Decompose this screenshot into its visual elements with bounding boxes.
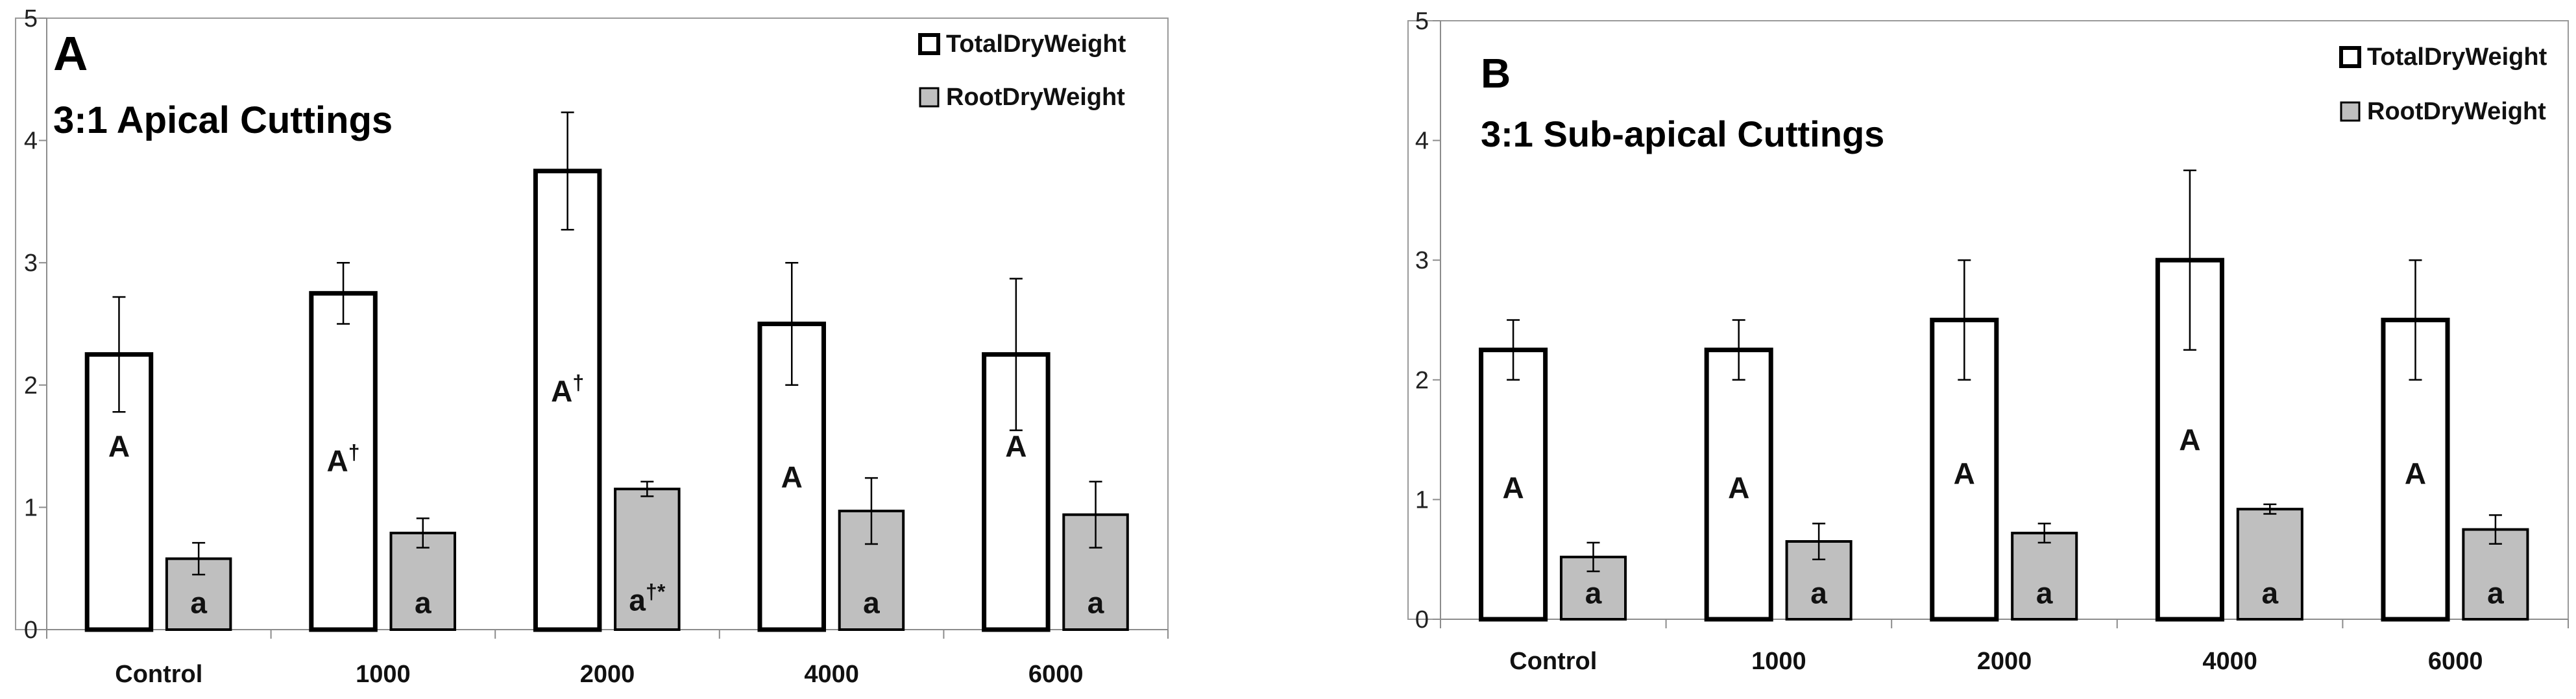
data-label: A†: [327, 441, 360, 478]
y-tick-label: 1: [24, 494, 38, 521]
data-label: a: [415, 586, 431, 620]
y-tick-label: 1: [1415, 486, 1429, 514]
panel-label: A: [53, 27, 88, 80]
data-label: a: [2487, 576, 2504, 610]
legend: TotalDryWeight RootDryWeight: [918, 30, 1126, 111]
x-tick-label: 4000: [2202, 648, 2257, 675]
data-label: a: [2036, 576, 2053, 610]
data-label: a: [190, 586, 207, 620]
bar: [1479, 348, 1548, 622]
data-label: A: [2179, 423, 2200, 456]
chart-panel-2: 0 1 2 3 4 5 Control 1000 2000 4000 6000 A A A A Aa a a a a B…: [1407, 8, 2569, 675]
data-label: A: [1502, 471, 1524, 504]
bar: [2011, 532, 2078, 621]
chart-title: 3:1 Apical Cuttings: [53, 99, 393, 141]
bar: [2236, 508, 2303, 621]
x-tick-label: 4000: [804, 661, 859, 688]
y-tick-label: 4: [1415, 128, 1429, 155]
y-tick-label: 2: [1415, 367, 1429, 394]
data-label: a: [1810, 576, 1827, 610]
data-label: A: [781, 460, 803, 493]
y-tick-label: 2: [24, 372, 38, 399]
legend-label: TotalDryWeight: [946, 30, 1126, 58]
data-label: A: [1005, 429, 1027, 463]
x-tick-label: 2000: [580, 661, 635, 688]
legend-label: RootDryWeight: [2367, 98, 2546, 125]
y-tick-label: 0: [1415, 606, 1429, 634]
x-tick-label: 1000: [356, 661, 411, 688]
x-tick-label: 1000: [1751, 648, 1806, 675]
legend-swatch: [918, 33, 940, 55]
x-tick-label: Control: [115, 661, 202, 688]
bar: [614, 488, 681, 631]
data-label: a: [863, 586, 880, 620]
series-TotalDryWeight: A A†A†AA: [84, 111, 1051, 632]
y-tick-label: 3: [24, 250, 38, 277]
x-tick-label: 6000: [1028, 661, 1084, 688]
series-TotalDryWeight: A A A A A: [1479, 169, 2450, 622]
y-tick-label: 5: [1415, 8, 1429, 35]
y-tick-label: 4: [24, 128, 38, 155]
data-label: A: [1954, 456, 1975, 490]
x-tick-label: 2000: [1977, 648, 2032, 675]
bar: [533, 169, 602, 632]
y-tick-label: 0: [24, 617, 38, 644]
data-label: A: [108, 429, 130, 463]
legend-label: RootDryWeight: [946, 84, 1125, 111]
chart-title: 3:1 Sub-apical Cuttings: [1481, 113, 1884, 154]
legend-label: TotalDryWeight: [2367, 43, 2547, 71]
data-label: a: [2262, 576, 2279, 610]
legend: TotalDryWeight RootDryWeight: [2339, 43, 2547, 125]
legend-swatch: [2340, 101, 2361, 122]
panel-label: B: [1481, 50, 1511, 97]
legend-swatch: [2339, 46, 2361, 68]
data-label: A: [1728, 471, 1749, 504]
y-tick-label: 3: [1415, 247, 1429, 274]
legend-swatch: [919, 87, 940, 108]
data-label: A: [2405, 456, 2426, 490]
data-label: a: [1585, 576, 1602, 610]
x-tick-label: 6000: [2428, 648, 2483, 675]
y-tick-label: 5: [24, 5, 38, 32]
bar: [389, 532, 456, 631]
data-label: a: [1088, 586, 1104, 620]
x-tick-label: Control: [1509, 648, 1597, 675]
series-RootDryWeight: a a a†* a a: [165, 477, 1129, 631]
